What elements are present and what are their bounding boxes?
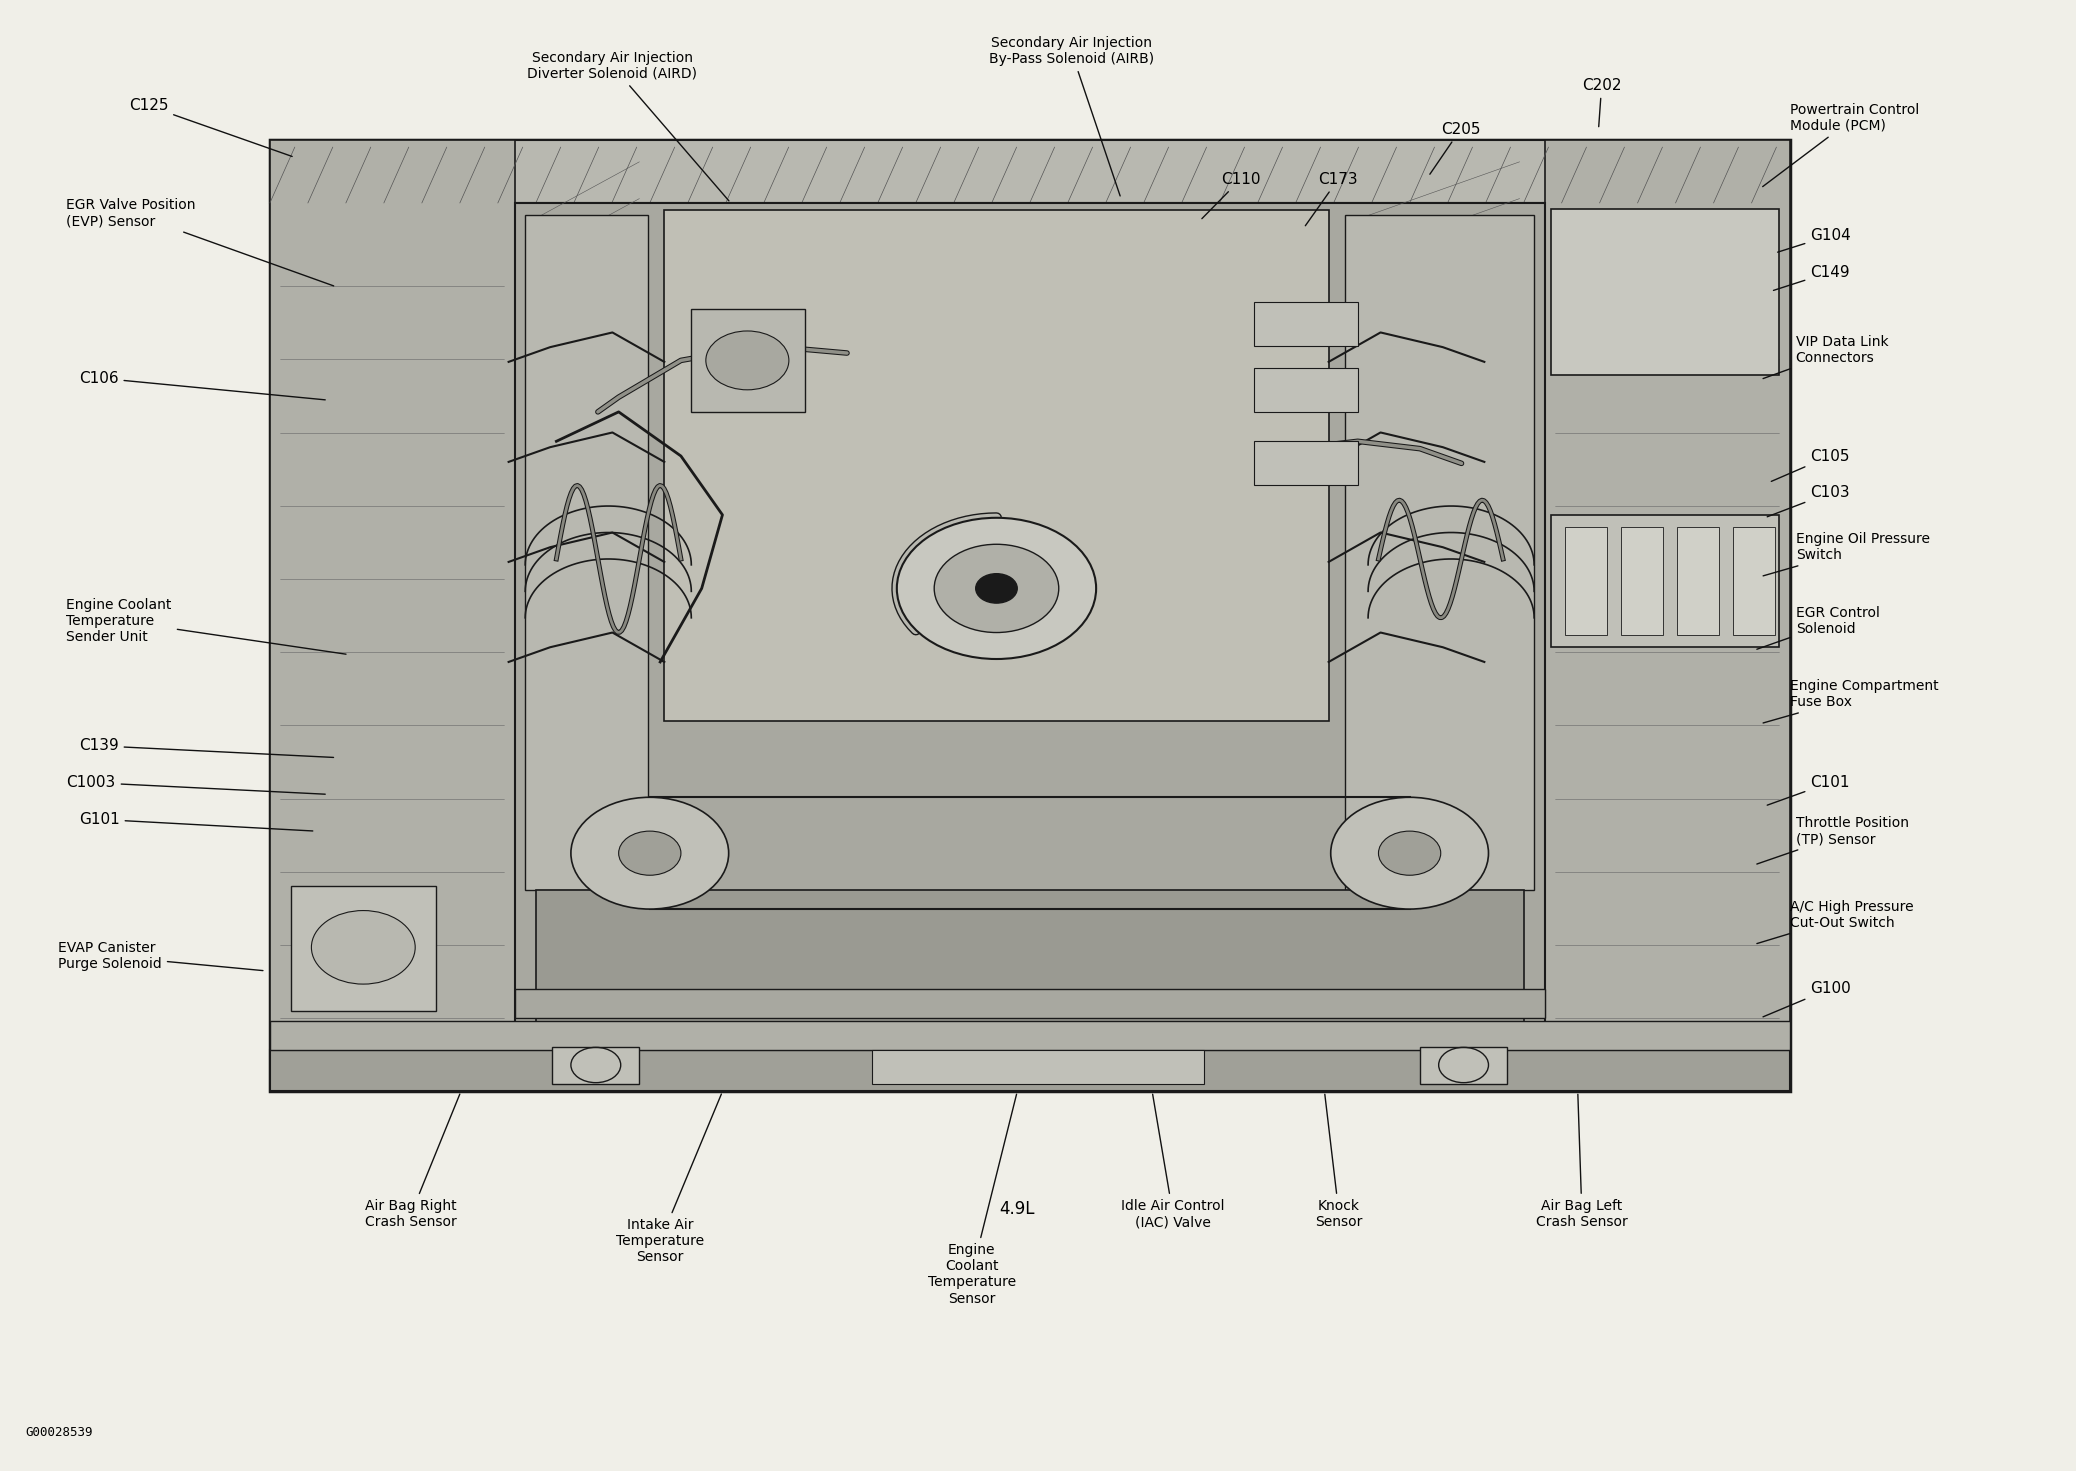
Circle shape bbox=[706, 331, 789, 390]
Text: Secondary Air Injection
By-Pass Solenoid (AIRB): Secondary Air Injection By-Pass Solenoid… bbox=[988, 35, 1154, 196]
Bar bbox=[270, 140, 515, 1091]
Text: C205: C205 bbox=[1430, 122, 1480, 174]
Bar bbox=[872, 1050, 1204, 1084]
Bar bbox=[1551, 515, 1779, 647]
Bar bbox=[1677, 527, 1719, 635]
Text: C103: C103 bbox=[1767, 485, 1850, 516]
Text: Engine Coolant
Temperature
Sender Unit: Engine Coolant Temperature Sender Unit bbox=[66, 597, 347, 655]
Text: C202: C202 bbox=[1582, 78, 1621, 127]
Bar bbox=[1545, 140, 1790, 1091]
Text: Engine
Coolant
Temperature
Sensor: Engine Coolant Temperature Sensor bbox=[928, 1094, 1017, 1306]
Text: C105: C105 bbox=[1771, 449, 1850, 481]
Bar bbox=[291, 886, 436, 1011]
Circle shape bbox=[934, 544, 1059, 633]
Bar bbox=[515, 989, 1545, 1018]
Bar bbox=[664, 210, 1329, 721]
Bar bbox=[1345, 215, 1534, 890]
Text: Secondary Air Injection
Diverter Solenoid (AIRD): Secondary Air Injection Diverter Solenoi… bbox=[527, 50, 729, 202]
Text: C106: C106 bbox=[79, 371, 326, 400]
Text: Idle Air Control
(IAC) Valve: Idle Air Control (IAC) Valve bbox=[1121, 1094, 1225, 1230]
Bar bbox=[1621, 527, 1663, 635]
Text: Air Bag Left
Crash Sensor: Air Bag Left Crash Sensor bbox=[1536, 1094, 1628, 1230]
Bar bbox=[525, 215, 648, 890]
Text: VIP Data Link
Connectors: VIP Data Link Connectors bbox=[1763, 335, 1889, 378]
Bar bbox=[1565, 527, 1607, 635]
Text: Throttle Position
(TP) Sensor: Throttle Position (TP) Sensor bbox=[1756, 816, 1908, 863]
Bar bbox=[552, 1047, 639, 1084]
Bar bbox=[1254, 368, 1358, 412]
Bar bbox=[1420, 1047, 1507, 1084]
Circle shape bbox=[619, 831, 681, 875]
Text: EGR Valve Position
(EVP) Sensor: EGR Valve Position (EVP) Sensor bbox=[66, 199, 334, 285]
Text: G104: G104 bbox=[1777, 228, 1852, 252]
Text: Powertrain Control
Module (PCM): Powertrain Control Module (PCM) bbox=[1763, 103, 1918, 187]
Text: Air Bag Right
Crash Sensor: Air Bag Right Crash Sensor bbox=[365, 1094, 459, 1230]
Circle shape bbox=[571, 797, 729, 909]
Bar bbox=[536, 890, 1524, 1069]
Bar bbox=[691, 309, 805, 412]
Text: Engine Oil Pressure
Switch: Engine Oil Pressure Switch bbox=[1763, 533, 1931, 575]
Bar bbox=[270, 1021, 1790, 1050]
Bar bbox=[1254, 302, 1358, 346]
Circle shape bbox=[311, 911, 415, 984]
Text: C149: C149 bbox=[1773, 265, 1850, 290]
Text: C173: C173 bbox=[1306, 172, 1358, 225]
Text: C125: C125 bbox=[129, 99, 293, 156]
Bar bbox=[1254, 441, 1358, 485]
Text: G101: G101 bbox=[79, 812, 313, 831]
Text: Intake Air
Temperature
Sensor: Intake Air Temperature Sensor bbox=[617, 1094, 720, 1265]
Text: 4.9L: 4.9L bbox=[999, 1200, 1036, 1218]
Bar bbox=[270, 1050, 1790, 1091]
Circle shape bbox=[1331, 797, 1488, 909]
Circle shape bbox=[1378, 831, 1441, 875]
Bar bbox=[270, 140, 1790, 203]
Text: EVAP Canister
Purge Solenoid: EVAP Canister Purge Solenoid bbox=[58, 941, 264, 971]
Text: Knock
Sensor: Knock Sensor bbox=[1316, 1094, 1362, 1230]
Text: C139: C139 bbox=[79, 738, 334, 758]
Text: C110: C110 bbox=[1202, 172, 1260, 219]
Bar bbox=[515, 203, 1545, 1091]
Circle shape bbox=[897, 518, 1096, 659]
Text: G00028539: G00028539 bbox=[25, 1425, 93, 1439]
Text: C1003: C1003 bbox=[66, 775, 326, 794]
Circle shape bbox=[976, 574, 1017, 603]
Bar bbox=[1551, 209, 1779, 375]
Bar bbox=[270, 140, 1790, 1091]
Text: A/C High Pressure
Cut-Out Switch: A/C High Pressure Cut-Out Switch bbox=[1756, 900, 1914, 943]
Bar bbox=[1733, 527, 1775, 635]
Text: G100: G100 bbox=[1763, 981, 1852, 1016]
Text: Engine Compartment
Fuse Box: Engine Compartment Fuse Box bbox=[1763, 680, 1939, 722]
Text: EGR Control
Solenoid: EGR Control Solenoid bbox=[1756, 606, 1879, 649]
Text: C101: C101 bbox=[1767, 775, 1850, 805]
